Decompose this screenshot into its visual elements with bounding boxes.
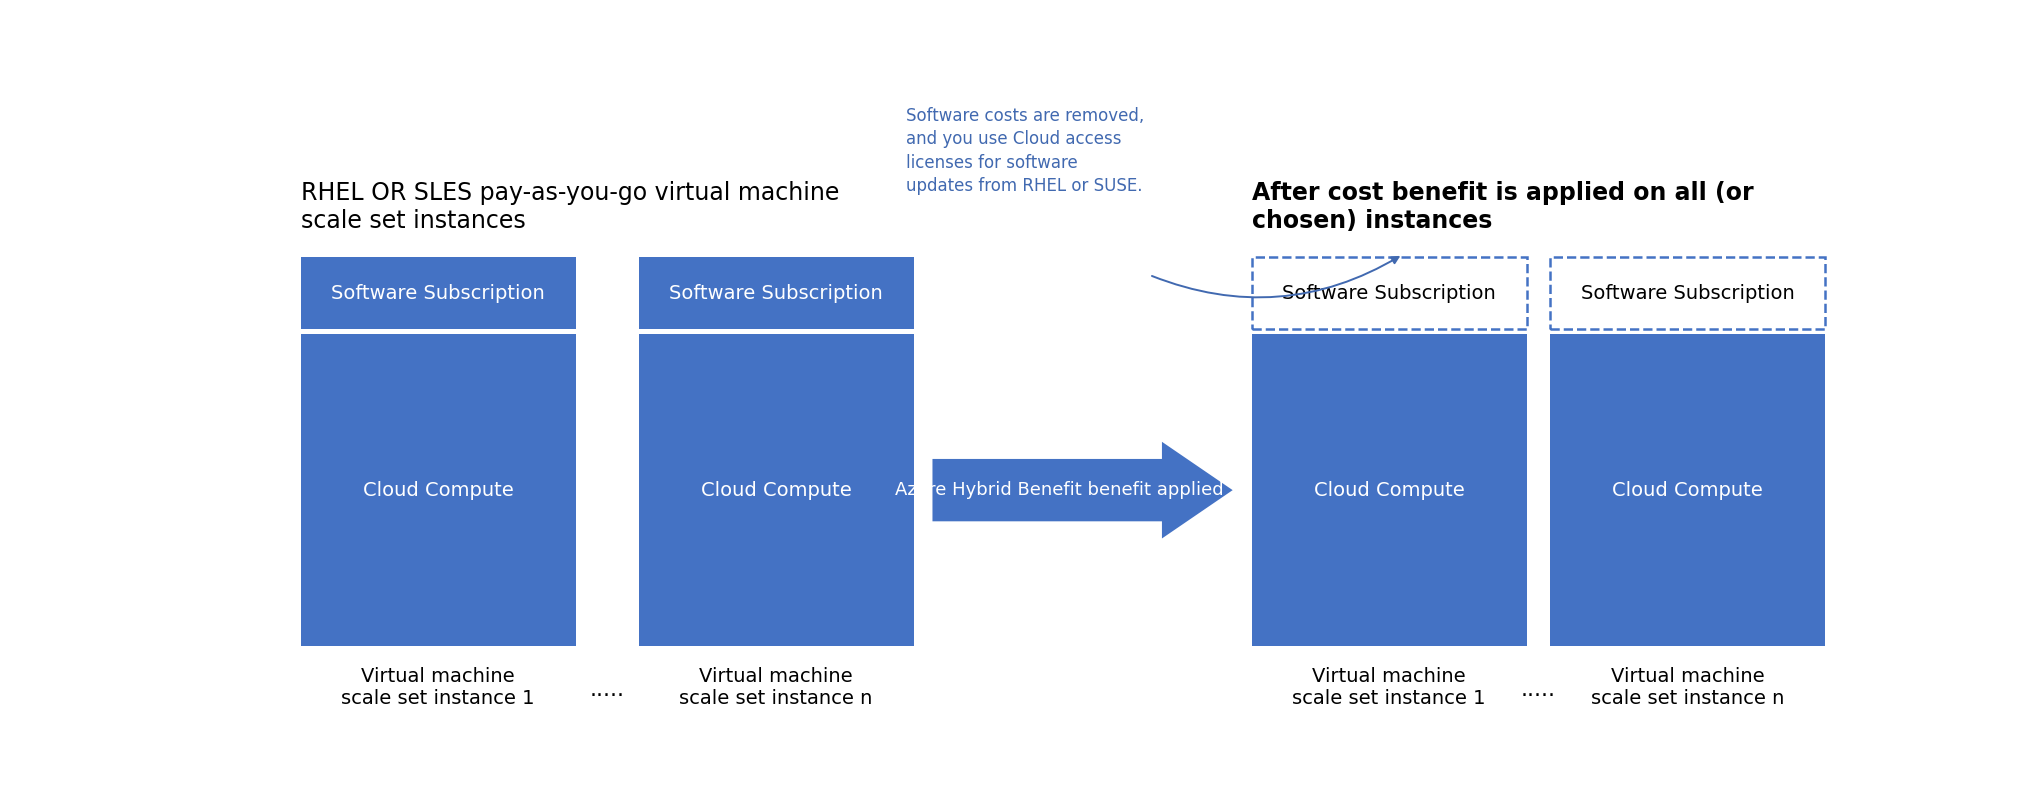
Text: RHEL OR SLES pay-as-you-go virtual machine
scale set instances: RHEL OR SLES pay-as-you-go virtual machi… (300, 181, 840, 232)
Text: Virtual machine
scale set instance n: Virtual machine scale set instance n (679, 667, 872, 709)
Text: Software Subscription: Software Subscription (1580, 284, 1795, 303)
Text: Cloud Compute: Cloud Compute (702, 480, 852, 500)
Text: Cloud Compute: Cloud Compute (1612, 480, 1762, 500)
Text: Software Subscription: Software Subscription (669, 284, 882, 303)
Text: After cost benefit is applied on all (or
chosen) instances: After cost benefit is applied on all (or… (1251, 181, 1752, 232)
Text: Software Subscription: Software Subscription (1282, 284, 1497, 303)
Text: Azure Hybrid Benefit benefit applied: Azure Hybrid Benefit benefit applied (894, 481, 1223, 499)
Text: .....: ..... (1521, 680, 1555, 700)
Text: Virtual machine
scale set instance 1: Virtual machine scale set instance 1 (1292, 667, 1487, 709)
Text: Virtual machine
scale set instance n: Virtual machine scale set instance n (1592, 667, 1785, 709)
Text: Cloud Compute: Cloud Compute (1314, 480, 1464, 500)
Bar (639, 335, 913, 646)
Bar (300, 335, 576, 646)
Bar (1549, 335, 1825, 646)
Text: .....: ..... (590, 680, 625, 700)
Bar (300, 258, 576, 329)
Text: Software costs are removed,
and you use Cloud access
licenses for software
updat: Software costs are removed, and you use … (907, 107, 1144, 195)
Bar (639, 258, 913, 329)
Text: Virtual machine
scale set instance 1: Virtual machine scale set instance 1 (341, 667, 535, 709)
Bar (1251, 258, 1527, 329)
Text: Cloud Compute: Cloud Compute (363, 480, 513, 500)
Polygon shape (933, 441, 1233, 539)
Bar (1251, 335, 1527, 646)
Text: Software Subscription: Software Subscription (331, 284, 546, 303)
Bar (1549, 258, 1825, 329)
